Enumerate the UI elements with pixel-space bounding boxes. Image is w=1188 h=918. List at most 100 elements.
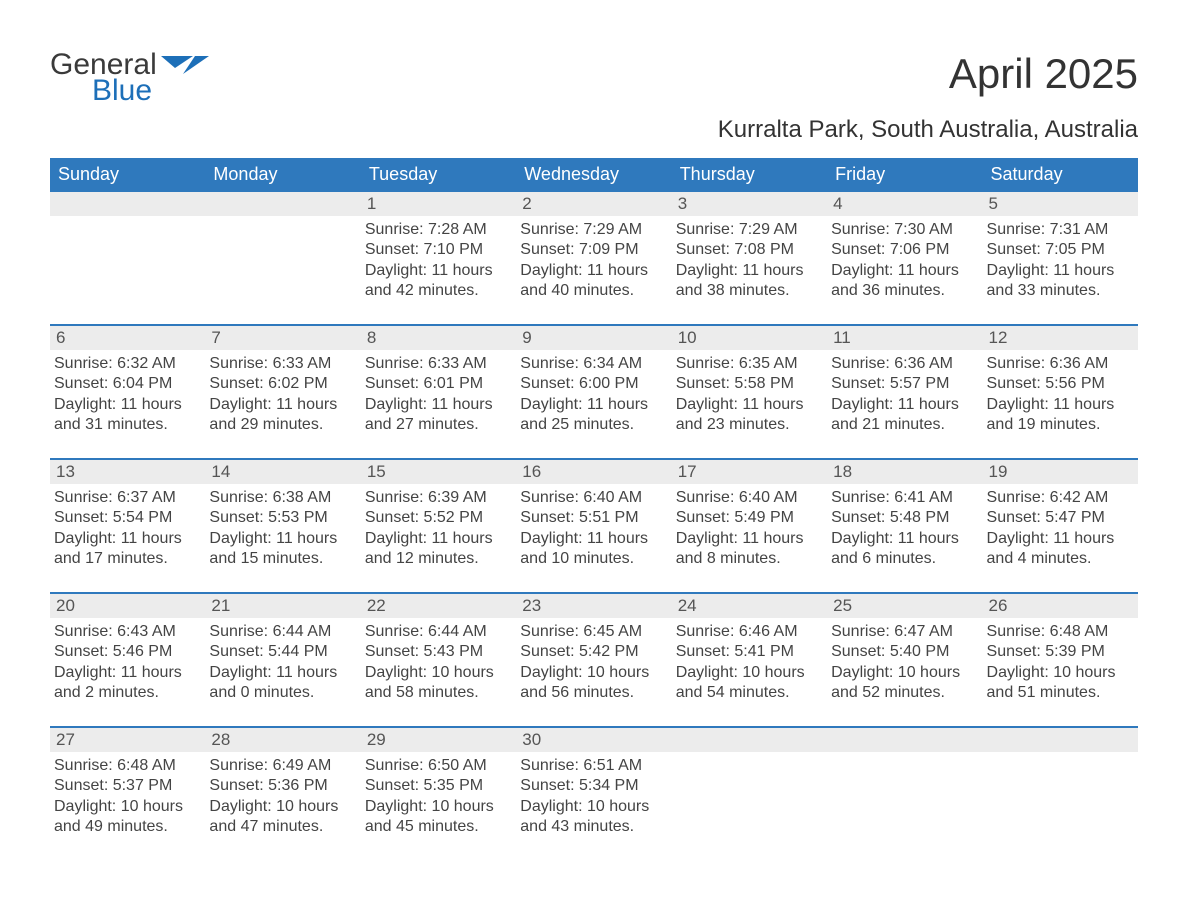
day-cell xyxy=(672,752,827,860)
day-number: 7 xyxy=(205,326,360,350)
day-cell: Sunrise: 6:41 AMSunset: 5:48 PMDaylight:… xyxy=(827,484,982,592)
day-number: 1 xyxy=(361,192,516,216)
sunrise-text: Sunrise: 6:40 AM xyxy=(520,488,665,508)
sunrise-text: Sunrise: 6:40 AM xyxy=(676,488,821,508)
brand-text: General Blue xyxy=(50,50,157,106)
sunset-text: Sunset: 5:58 PM xyxy=(676,374,821,394)
weekday-label: Friday xyxy=(827,158,982,192)
sunrise-text: Sunrise: 6:35 AM xyxy=(676,354,821,374)
sunrise-text: Sunrise: 6:37 AM xyxy=(54,488,199,508)
day-number: 19 xyxy=(983,460,1138,484)
day-number: 15 xyxy=(361,460,516,484)
week-row: 27282930Sunrise: 6:48 AMSunset: 5:37 PMD… xyxy=(50,726,1138,860)
day-cell: Sunrise: 6:34 AMSunset: 6:00 PMDaylight:… xyxy=(516,350,671,458)
week-row: 6789101112Sunrise: 6:32 AMSunset: 6:04 P… xyxy=(50,324,1138,458)
day-cell: Sunrise: 7:29 AMSunset: 7:09 PMDaylight:… xyxy=(516,216,671,324)
sunrise-text: Sunrise: 6:33 AM xyxy=(209,354,354,374)
day-cell: Sunrise: 6:40 AMSunset: 5:51 PMDaylight:… xyxy=(516,484,671,592)
daylight-text: Daylight: 11 hours and 25 minutes. xyxy=(520,395,665,436)
sunset-text: Sunset: 5:51 PM xyxy=(520,508,665,528)
day-number: 9 xyxy=(516,326,671,350)
content-row: Sunrise: 6:48 AMSunset: 5:37 PMDaylight:… xyxy=(50,752,1138,860)
day-number: 24 xyxy=(672,594,827,618)
day-cell: Sunrise: 6:35 AMSunset: 5:58 PMDaylight:… xyxy=(672,350,827,458)
sunrise-text: Sunrise: 6:44 AM xyxy=(209,622,354,642)
day-number: 12 xyxy=(983,326,1138,350)
day-number: 27 xyxy=(50,728,205,752)
sunset-text: Sunset: 6:04 PM xyxy=(54,374,199,394)
daylight-text: Daylight: 10 hours and 58 minutes. xyxy=(365,663,510,704)
day-number: 22 xyxy=(361,594,516,618)
daylight-text: Daylight: 11 hours and 27 minutes. xyxy=(365,395,510,436)
daylight-text: Daylight: 11 hours and 0 minutes. xyxy=(209,663,354,704)
day-cell xyxy=(983,752,1138,860)
content-row: Sunrise: 6:37 AMSunset: 5:54 PMDaylight:… xyxy=(50,484,1138,592)
day-number: 25 xyxy=(827,594,982,618)
daylight-text: Daylight: 11 hours and 42 minutes. xyxy=(365,261,510,302)
daylight-text: Daylight: 11 hours and 10 minutes. xyxy=(520,529,665,570)
sunrise-text: Sunrise: 6:39 AM xyxy=(365,488,510,508)
sunrise-text: Sunrise: 7:29 AM xyxy=(676,220,821,240)
day-cell: Sunrise: 6:32 AMSunset: 6:04 PMDaylight:… xyxy=(50,350,205,458)
daylight-text: Daylight: 11 hours and 38 minutes. xyxy=(676,261,821,302)
sunrise-text: Sunrise: 6:36 AM xyxy=(987,354,1132,374)
sunrise-text: Sunrise: 6:46 AM xyxy=(676,622,821,642)
day-cell: Sunrise: 6:49 AMSunset: 5:36 PMDaylight:… xyxy=(205,752,360,860)
sunrise-text: Sunrise: 6:38 AM xyxy=(209,488,354,508)
content-row: Sunrise: 6:32 AMSunset: 6:04 PMDaylight:… xyxy=(50,350,1138,458)
daylight-text: Daylight: 11 hours and 6 minutes. xyxy=(831,529,976,570)
sunset-text: Sunset: 7:08 PM xyxy=(676,240,821,260)
brand-line2: Blue xyxy=(92,76,157,106)
location: Kurralta Park, South Australia, Australi… xyxy=(718,116,1138,144)
sunrise-text: Sunrise: 6:49 AM xyxy=(209,756,354,776)
sunset-text: Sunset: 5:39 PM xyxy=(987,642,1132,662)
weekday-header: Sunday Monday Tuesday Wednesday Thursday… xyxy=(50,158,1138,192)
sunset-text: Sunset: 5:36 PM xyxy=(209,776,354,796)
header: General Blue April 2025 Kurralta Park, S… xyxy=(50,50,1138,144)
day-number: 30 xyxy=(516,728,671,752)
title-block: April 2025 Kurralta Park, South Australi… xyxy=(718,50,1138,144)
sunrise-text: Sunrise: 6:45 AM xyxy=(520,622,665,642)
day-number: 6 xyxy=(50,326,205,350)
day-number xyxy=(672,728,827,752)
day-cell: Sunrise: 6:33 AMSunset: 6:02 PMDaylight:… xyxy=(205,350,360,458)
daylight-text: Daylight: 11 hours and 36 minutes. xyxy=(831,261,976,302)
weekday-label: Monday xyxy=(205,158,360,192)
sunset-text: Sunset: 5:37 PM xyxy=(54,776,199,796)
day-number: 10 xyxy=(672,326,827,350)
sunset-text: Sunset: 7:05 PM xyxy=(987,240,1132,260)
daylight-text: Daylight: 10 hours and 45 minutes. xyxy=(365,797,510,838)
sunrise-text: Sunrise: 7:29 AM xyxy=(520,220,665,240)
weekday-label: Wednesday xyxy=(516,158,671,192)
sunset-text: Sunset: 6:02 PM xyxy=(209,374,354,394)
sunrise-text: Sunrise: 6:34 AM xyxy=(520,354,665,374)
sunset-text: Sunset: 7:09 PM xyxy=(520,240,665,260)
day-number: 21 xyxy=(205,594,360,618)
day-number: 2 xyxy=(516,192,671,216)
sunset-text: Sunset: 6:01 PM xyxy=(365,374,510,394)
daylight-text: Daylight: 11 hours and 4 minutes. xyxy=(987,529,1132,570)
day-cell: Sunrise: 6:44 AMSunset: 5:43 PMDaylight:… xyxy=(361,618,516,726)
day-cell: Sunrise: 6:51 AMSunset: 5:34 PMDaylight:… xyxy=(516,752,671,860)
brand-logo: General Blue xyxy=(50,50,209,106)
day-number: 11 xyxy=(827,326,982,350)
sunrise-text: Sunrise: 7:31 AM xyxy=(987,220,1132,240)
day-number: 13 xyxy=(50,460,205,484)
sunset-text: Sunset: 5:41 PM xyxy=(676,642,821,662)
daylight-text: Daylight: 11 hours and 17 minutes. xyxy=(54,529,199,570)
calendar-page: General Blue April 2025 Kurralta Park, S… xyxy=(0,0,1188,918)
sunrise-text: Sunrise: 7:28 AM xyxy=(365,220,510,240)
day-cell: Sunrise: 6:37 AMSunset: 5:54 PMDaylight:… xyxy=(50,484,205,592)
week-row: 13141516171819Sunrise: 6:37 AMSunset: 5:… xyxy=(50,458,1138,592)
sunset-text: Sunset: 7:06 PM xyxy=(831,240,976,260)
sunset-text: Sunset: 5:40 PM xyxy=(831,642,976,662)
daylight-text: Daylight: 11 hours and 12 minutes. xyxy=(365,529,510,570)
day-number: 18 xyxy=(827,460,982,484)
day-cell: Sunrise: 6:44 AMSunset: 5:44 PMDaylight:… xyxy=(205,618,360,726)
week-row: 20212223242526Sunrise: 6:43 AMSunset: 5:… xyxy=(50,592,1138,726)
day-cell: Sunrise: 6:48 AMSunset: 5:39 PMDaylight:… xyxy=(983,618,1138,726)
calendar-table: Sunday Monday Tuesday Wednesday Thursday… xyxy=(50,158,1138,860)
daynum-row: 6789101112 xyxy=(50,326,1138,350)
sunset-text: Sunset: 5:56 PM xyxy=(987,374,1132,394)
day-cell: Sunrise: 6:47 AMSunset: 5:40 PMDaylight:… xyxy=(827,618,982,726)
